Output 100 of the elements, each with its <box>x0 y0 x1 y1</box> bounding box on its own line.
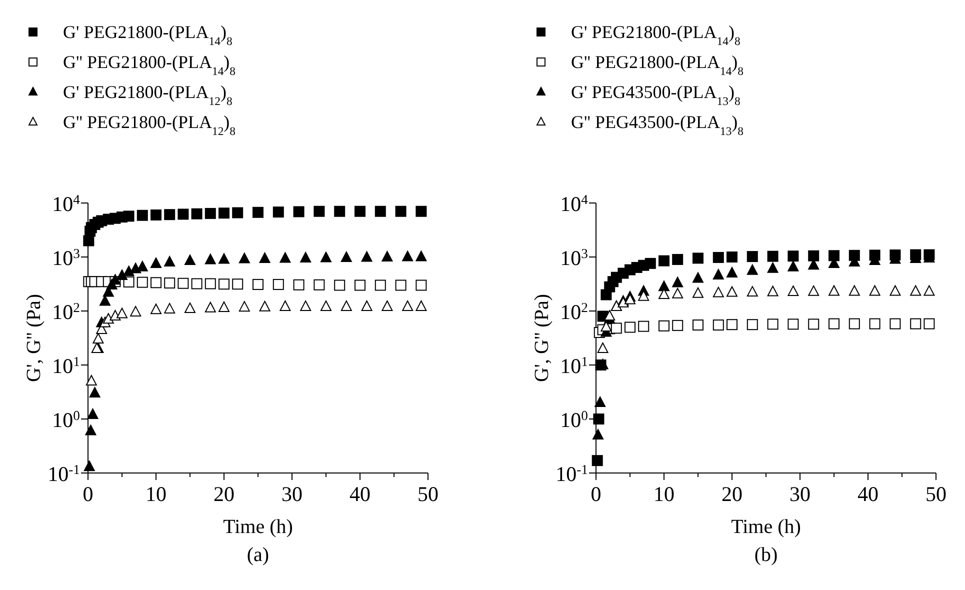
point <box>272 206 284 218</box>
point <box>123 276 134 288</box>
point <box>150 257 162 268</box>
point <box>808 250 820 262</box>
point <box>624 322 636 333</box>
point <box>644 258 656 269</box>
y-tick-label: 10$^{-1}$ <box>556 462 588 486</box>
point <box>600 321 612 332</box>
y-axis-title: G', G'' (Pa) <box>23 294 45 382</box>
point <box>340 300 352 311</box>
point <box>672 288 684 298</box>
point <box>178 278 189 289</box>
point <box>788 318 799 330</box>
point <box>788 250 799 262</box>
point <box>164 278 176 288</box>
point <box>395 280 406 291</box>
x-tick-label: 30 <box>282 482 302 506</box>
point <box>314 279 325 290</box>
point <box>136 210 148 221</box>
point <box>178 208 189 220</box>
y-tick-label: 10$^{1}$ <box>52 354 80 378</box>
point <box>150 304 162 314</box>
point <box>692 287 704 298</box>
point <box>374 206 386 217</box>
point <box>252 278 264 290</box>
point <box>726 319 738 330</box>
text: (a) <box>246 544 270 566</box>
point <box>726 286 738 297</box>
point <box>164 256 176 266</box>
point <box>191 278 202 290</box>
point <box>164 302 176 314</box>
point <box>89 386 100 398</box>
point <box>416 250 427 262</box>
point <box>150 209 162 220</box>
point <box>361 300 372 311</box>
point <box>102 313 114 324</box>
point <box>890 285 901 296</box>
point <box>232 278 244 290</box>
point <box>416 206 427 217</box>
point <box>92 332 104 344</box>
point <box>204 278 216 290</box>
point <box>624 294 636 304</box>
legend-label: G' PEG21800-(PLA$_{14}$)$_{8}$ <box>571 22 740 48</box>
y-tick-label: 10$^{2}$ <box>52 300 80 324</box>
y-tick-label: 10$^{3}$ <box>560 246 588 270</box>
x-tick-label: 40 <box>858 482 878 506</box>
x-tick-label: 30 <box>790 482 810 506</box>
point <box>259 300 270 312</box>
point <box>746 319 758 330</box>
point <box>164 209 176 220</box>
point <box>658 255 670 266</box>
point <box>658 320 670 332</box>
point <box>592 429 604 440</box>
point <box>638 290 650 301</box>
point <box>869 285 880 296</box>
point <box>191 208 202 220</box>
point <box>238 301 250 312</box>
legend-label: G' PEG43500-(PLA$_{13}$)$_{8}$ <box>571 82 740 108</box>
point <box>910 285 922 296</box>
point <box>788 286 799 296</box>
point <box>272 278 284 290</box>
point <box>184 254 196 266</box>
x-tick-label: 10 <box>654 482 674 506</box>
point <box>123 210 134 222</box>
point <box>218 278 230 290</box>
point <box>184 302 196 314</box>
x-tick-label: 0 <box>590 482 602 506</box>
point <box>890 318 901 330</box>
point <box>382 250 393 262</box>
x-tick-label: 20 <box>214 482 234 506</box>
point <box>300 300 312 311</box>
x-tick-label: 50 <box>926 482 946 506</box>
point <box>116 308 128 318</box>
y-tick-label: 10$^{4}$ <box>52 192 80 216</box>
legend-label: G' PEG21800-(PLA$_{14}$)$_{8}$ <box>63 22 232 48</box>
point <box>416 280 427 291</box>
point <box>604 310 616 320</box>
point <box>658 280 670 292</box>
point <box>136 276 148 288</box>
point <box>354 206 366 217</box>
point <box>692 272 704 283</box>
point <box>84 460 95 472</box>
y-tick-label: 10$^{4}$ <box>560 192 588 216</box>
point <box>672 320 684 331</box>
point <box>300 252 312 262</box>
point <box>218 208 230 219</box>
point <box>382 300 393 311</box>
point <box>218 301 230 312</box>
point <box>712 252 724 263</box>
legend-label: G'' PEG43500-(PLA$_{13}$)$_{8}$ <box>571 112 744 138</box>
y-tick-label: 10$^{0}$ <box>560 408 588 432</box>
point <box>340 251 352 262</box>
point <box>712 320 724 331</box>
point <box>402 250 414 262</box>
point <box>293 206 304 218</box>
point <box>692 252 704 264</box>
y-tick-label: 10$^{0}$ <box>52 408 80 432</box>
x-tick-label: 10 <box>146 482 166 506</box>
point <box>293 279 304 290</box>
point <box>87 408 98 419</box>
